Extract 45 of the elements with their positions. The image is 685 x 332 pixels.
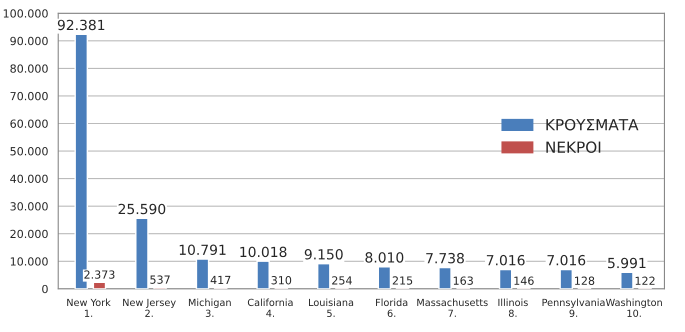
data-label: 25.590 [118,204,166,214]
y-tick-label: 20.000 [10,230,48,238]
x-tick-label: Washington 10. [606,298,662,317]
x-tick-label: California 4. [248,298,293,317]
data-label: 417 [210,276,230,284]
y-tick-label: 60.000 [10,119,48,128]
y-tick-label: 40.000 [10,174,48,183]
y-tick-label: 90.000 [10,36,48,46]
data-label: 146 [514,276,534,285]
x-tick-label: New York 1. [67,298,111,317]
data-label: 9.150 [304,249,343,260]
y-tick-label: 30.000 [10,202,48,211]
y-tick-label: 70.000 [10,92,48,100]
data-label: 7.016 [548,254,586,266]
bar [256,260,270,289]
data-label: 310 [272,276,292,284]
x-tick-label: Massachusetts 7. [417,298,488,317]
data-label: 537 [150,275,170,284]
y-tick-label: 10.000 [10,257,48,266]
x-tick-label: Florida 6. [376,298,408,317]
x-tick-label: Pennsylvania 9. [542,298,605,317]
x-tick-label: New Jersey 2. [123,298,176,317]
x-tick-label: Louisiana 5. [309,298,354,317]
data-label: 7.738 [426,252,464,264]
x-tick-label: Illinois 8. [498,298,528,317]
data-label: 163 [454,276,473,285]
data-label: 10.791 [180,244,226,256]
data-label: 10.018 [240,246,286,258]
data-label: 92.381 [58,20,104,30]
legend-label: ΝΕΚΡΟΙ [546,141,600,153]
data-label: 215 [392,276,412,285]
bar [196,258,210,289]
y-tick-label: 50.000 [10,147,48,156]
data-label: 8.010 [365,252,404,263]
legend-label: ΚΡΟΥΣΜΑΤΑ [546,118,638,130]
data-label: 254 [332,276,352,285]
data-label: 122 [636,276,655,285]
y-tick-label: 0 [42,284,48,294]
data-label: 2.373 [84,270,114,279]
data-label: 128 [575,276,594,285]
x-tick-label: Michigan 3. [188,298,231,317]
data-label: 5.991 [608,258,646,268]
data-label: 7.016 [486,254,525,266]
y-tick-label: 100.000 [4,9,48,18]
y-tick-label: 80.000 [10,64,48,73]
